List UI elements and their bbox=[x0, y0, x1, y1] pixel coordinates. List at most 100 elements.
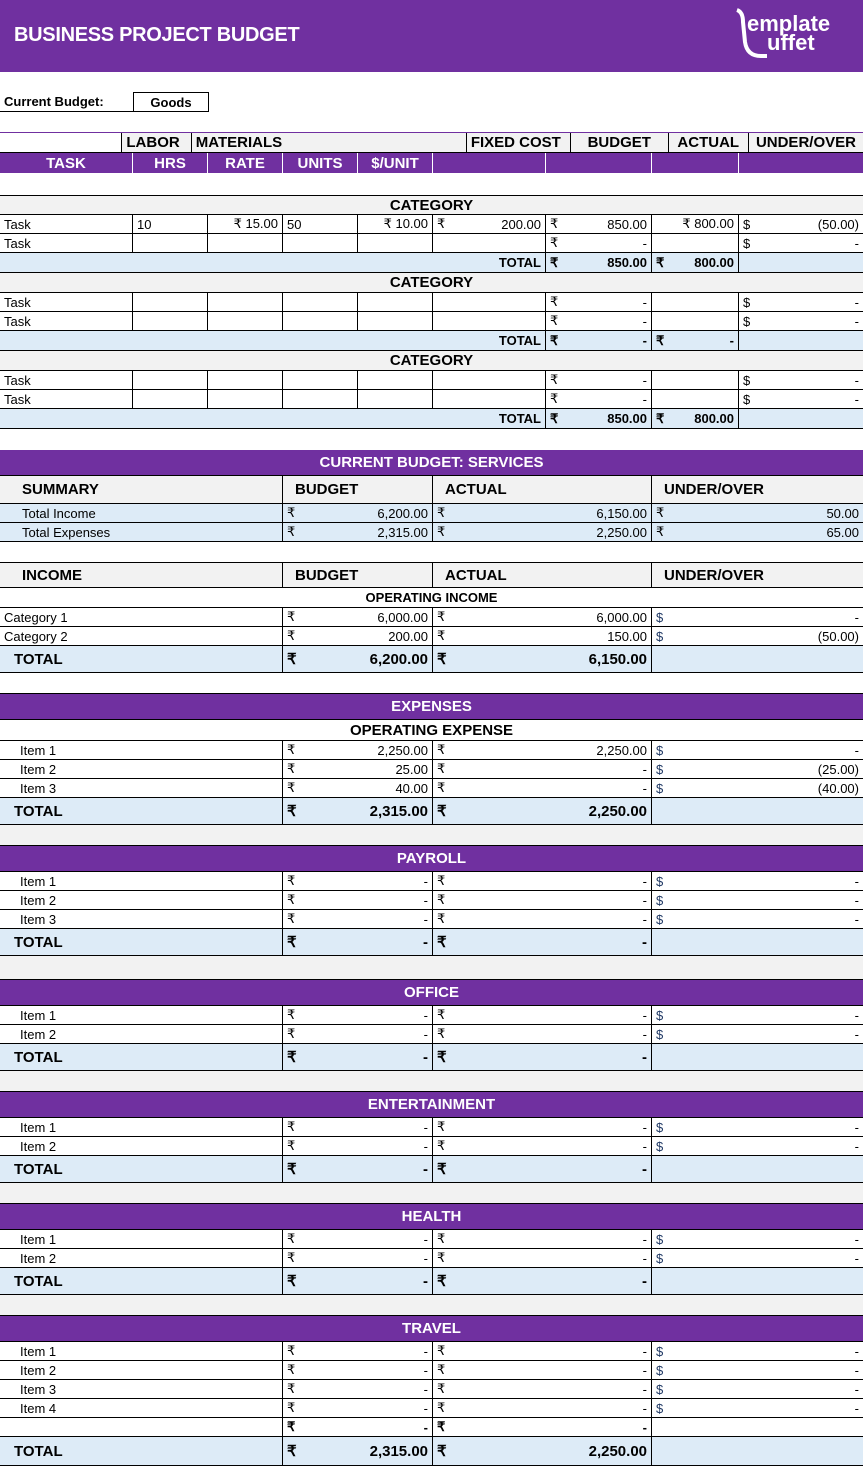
currency-symbol: ₹ bbox=[550, 372, 559, 387]
column-header-6 bbox=[546, 153, 652, 174]
item-label[interactable]: Item 2 bbox=[0, 760, 283, 779]
labor-hrs[interactable] bbox=[133, 293, 208, 312]
item-label[interactable]: Item 1 bbox=[0, 1230, 283, 1249]
unit-cost[interactable] bbox=[358, 234, 433, 253]
summary-label: Total Income bbox=[0, 504, 283, 523]
total-actual: ₹ - bbox=[433, 1044, 652, 1071]
item-label-text: Item 3 bbox=[20, 911, 57, 927]
item-label[interactable]: Item 3 bbox=[0, 779, 283, 798]
currency-symbol: $ bbox=[743, 391, 751, 407]
item-label[interactable]: Item 1 bbox=[0, 741, 283, 760]
labor-hrs[interactable] bbox=[133, 390, 208, 409]
material-units[interactable] bbox=[283, 234, 358, 253]
summary-budget: ₹2,315.00 bbox=[283, 523, 433, 542]
material-units[interactable] bbox=[283, 312, 358, 331]
material-rate[interactable] bbox=[208, 371, 283, 390]
fixed-cost[interactable] bbox=[433, 234, 546, 253]
section-title-health-text: HEALTH bbox=[401, 1208, 462, 1225]
task-name[interactable]: Task bbox=[0, 293, 133, 312]
unit-cost[interactable] bbox=[358, 293, 433, 312]
value: - bbox=[423, 1400, 428, 1416]
labor-hrs[interactable] bbox=[133, 371, 208, 390]
unit-cost[interactable] bbox=[358, 371, 433, 390]
task-name[interactable]: Task bbox=[0, 234, 133, 253]
value: - bbox=[423, 1007, 428, 1023]
item-label[interactable]: Item 2 bbox=[0, 1025, 283, 1044]
task-name[interactable]: Task bbox=[0, 312, 133, 331]
expense-row: Item 2 ₹25.00 ₹ - $ (25.00) bbox=[0, 760, 863, 779]
section-title-payroll: PAYROLL bbox=[0, 846, 863, 872]
material-units[interactable]: 50 bbox=[283, 215, 358, 234]
material-units[interactable] bbox=[283, 390, 358, 409]
actual-cell[interactable]: ₹ 800.00 bbox=[652, 215, 739, 234]
item-label[interactable]: Item 1 bbox=[0, 1342, 283, 1361]
unit-cost[interactable] bbox=[358, 390, 433, 409]
currency-symbol: ₹ bbox=[550, 216, 559, 231]
income-budget: ₹6,000.00 bbox=[283, 608, 433, 627]
section-gap bbox=[0, 825, 863, 845]
material-units[interactable] bbox=[283, 293, 358, 312]
value: - bbox=[854, 391, 859, 407]
item-label[interactable] bbox=[0, 1418, 283, 1437]
actual-cell[interactable] bbox=[652, 234, 739, 253]
summary-row: Total Expenses ₹2,315.00 ₹2,250.00 ₹65.00 bbox=[0, 523, 863, 542]
budget-cell: ₹ - bbox=[546, 293, 652, 312]
unit-cost[interactable] bbox=[358, 312, 433, 331]
currency-symbol: ₹ bbox=[287, 628, 296, 643]
item-label[interactable]: Item 4 bbox=[0, 1399, 283, 1418]
material-units[interactable] bbox=[283, 371, 358, 390]
material-rate[interactable] bbox=[208, 234, 283, 253]
actual-cell[interactable] bbox=[652, 293, 739, 312]
unit-cost[interactable]: ₹ 10.00 bbox=[358, 215, 433, 234]
labor-hrs[interactable]: 10 bbox=[133, 215, 208, 234]
currency-symbol: ₹ bbox=[656, 505, 665, 520]
summary-under-over: ₹65.00 bbox=[652, 523, 863, 542]
item-label[interactable]: Item 1 bbox=[0, 1118, 283, 1137]
current-budget-select[interactable]: Goods bbox=[133, 92, 209, 111]
actual-cell[interactable] bbox=[652, 371, 739, 390]
task-name[interactable]: Task bbox=[0, 371, 133, 390]
currency-symbol: ₹ bbox=[287, 1007, 296, 1022]
item-label[interactable]: Item 3 bbox=[0, 1380, 283, 1399]
task-name[interactable]: Task bbox=[0, 390, 133, 409]
currency-symbol: $ bbox=[656, 761, 664, 777]
item-label[interactable]: Item 1 bbox=[0, 1006, 283, 1025]
value: - bbox=[854, 873, 859, 889]
material-rate[interactable] bbox=[208, 390, 283, 409]
value: - bbox=[642, 1007, 647, 1023]
material-rate[interactable] bbox=[208, 312, 283, 331]
material-rate[interactable]: ₹ 15.00 bbox=[208, 215, 283, 234]
item-label[interactable]: Item 3 bbox=[0, 910, 283, 929]
item-label[interactable]: Item 2 bbox=[0, 1137, 283, 1156]
value: 2,250.00 bbox=[588, 802, 647, 820]
labor-hrs[interactable] bbox=[133, 234, 208, 253]
value: - bbox=[423, 892, 428, 908]
actual-cell[interactable] bbox=[652, 390, 739, 409]
labor-hrs[interactable] bbox=[133, 312, 208, 331]
item-label[interactable]: Item 2 bbox=[0, 891, 283, 910]
material-rate[interactable] bbox=[208, 293, 283, 312]
task-name[interactable]: Task bbox=[0, 215, 133, 234]
total-label-text: TOTAL bbox=[14, 1048, 63, 1066]
currency-symbol: $ bbox=[656, 1138, 664, 1154]
income-row: Category 2 ₹200.00 ₹150.00 $ (50.00) bbox=[0, 627, 863, 646]
fixed-cost[interactable] bbox=[433, 390, 546, 409]
group-header-2: MATERIALS bbox=[191, 133, 467, 153]
item-label[interactable]: Item 2 bbox=[0, 1361, 283, 1380]
income-label[interactable]: Category 2 bbox=[0, 627, 283, 646]
item-label[interactable]: Item 2 bbox=[0, 1249, 283, 1268]
item-budget: ₹25.00 bbox=[283, 760, 433, 779]
value: - bbox=[423, 1138, 428, 1154]
item-under-over bbox=[652, 1418, 863, 1437]
value: (25.00) bbox=[817, 761, 859, 777]
income-label[interactable]: Category 1 bbox=[0, 608, 283, 627]
fixed-cost[interactable] bbox=[433, 371, 546, 390]
item-label-text: Item 4 bbox=[20, 1400, 57, 1416]
currency-symbol: ₹ bbox=[550, 254, 559, 270]
fixed-cost[interactable] bbox=[433, 293, 546, 312]
fixed-cost[interactable] bbox=[433, 312, 546, 331]
item-budget: ₹40.00 bbox=[283, 779, 433, 798]
item-label[interactable]: Item 1 bbox=[0, 872, 283, 891]
value: - bbox=[423, 1419, 428, 1435]
actual-cell[interactable] bbox=[652, 312, 739, 331]
